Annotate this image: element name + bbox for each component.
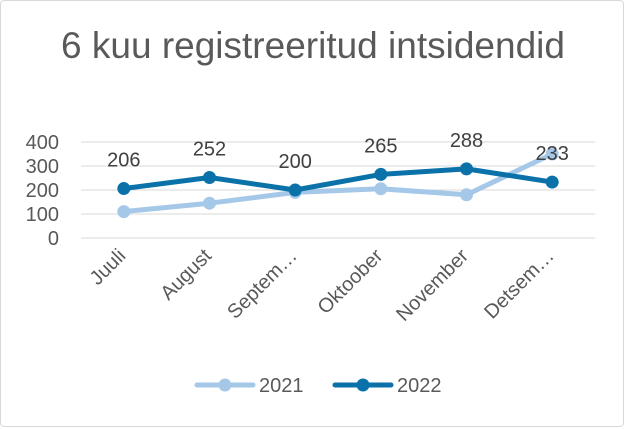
data-label: 233: [535, 143, 568, 165]
data-label: 288: [450, 130, 483, 152]
x-axis: Juuli August Septem… Oktoober November Detsem…: [86, 245, 559, 326]
data-label: 265: [364, 135, 397, 157]
legend-label: 2021: [259, 375, 304, 397]
data-label: 206: [107, 150, 140, 172]
x-tick-label: Detsem…: [480, 245, 558, 323]
y-tick-label: 0: [48, 228, 59, 250]
series-line: [121, 166, 555, 193]
y-tick-label: 100: [26, 204, 59, 226]
data-point: [545, 175, 559, 189]
data-label: 252: [193, 139, 226, 161]
data-point: [203, 171, 216, 185]
x-tick-label: Oktoober: [314, 245, 388, 319]
data-point: [117, 182, 131, 196]
data-point: [460, 162, 473, 176]
series-2022: 206 252 200 265 288 233: [107, 130, 569, 197]
x-tick-label: November: [392, 245, 473, 326]
legend-swatch-marker: [356, 378, 370, 392]
legend-swatch-marker: [218, 378, 232, 392]
data-point: [460, 188, 473, 202]
data-point: [545, 147, 559, 161]
chart-title: 6 kuu registreeritud intsidendid: [61, 25, 565, 66]
data-point: [288, 183, 302, 197]
x-tick-label: Septem…: [223, 245, 301, 323]
x-tick-label: Juuli: [86, 245, 131, 290]
series-line: [121, 151, 555, 215]
data-point: [203, 196, 216, 210]
legend: 2021 2022: [194, 375, 442, 397]
y-tick-label: 400: [26, 132, 59, 154]
legend-label: 2022: [397, 375, 442, 397]
data-label: 200: [278, 151, 311, 173]
y-tick-label: 200: [26, 180, 59, 202]
x-tick-label: August: [156, 245, 216, 305]
y-tick-label: 300: [26, 156, 59, 178]
data-point: [117, 205, 131, 219]
data-point: [374, 167, 388, 181]
data-point: [374, 182, 388, 196]
